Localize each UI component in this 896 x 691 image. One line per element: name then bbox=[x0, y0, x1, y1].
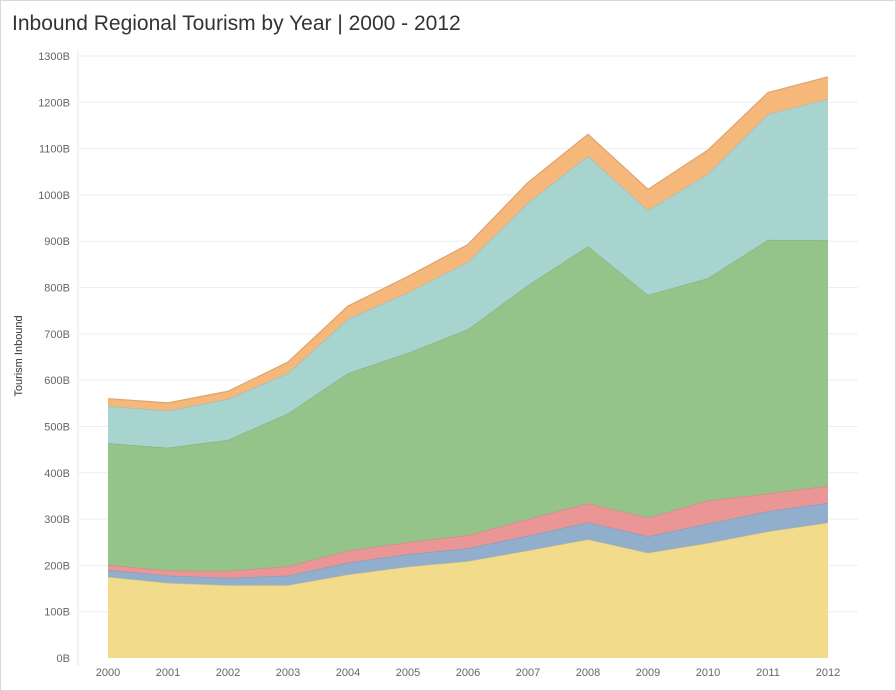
x-tick-label: 2001 bbox=[156, 667, 180, 679]
y-tick-label: 500B bbox=[44, 421, 70, 433]
area-series-5 bbox=[108, 99, 828, 448]
area-series-1 bbox=[108, 522, 828, 658]
y-tick-label: 0B bbox=[57, 653, 70, 665]
area-series bbox=[107, 76, 829, 658]
chart-title: Inbound Regional Tourism by Year | 2000 … bbox=[12, 12, 461, 35]
y-tick-label: 800B bbox=[44, 283, 70, 295]
x-tick-label: 2009 bbox=[636, 667, 660, 679]
y-tick-label: 300B bbox=[44, 514, 70, 526]
y-tick-label: 200B bbox=[44, 560, 70, 572]
x-tick-label: 2008 bbox=[576, 667, 600, 679]
y-tick-label: 700B bbox=[44, 329, 70, 341]
y-tick-label: 1200B bbox=[38, 97, 70, 109]
y-tick-label: 600B bbox=[44, 375, 70, 387]
x-tick-label: 2010 bbox=[696, 667, 720, 679]
y-axis: 0B 100B 200B 300B 400B 500B 600B 700B 800B 900B 10… bbox=[38, 51, 70, 665]
area-series-6-edge bbox=[107, 76, 829, 404]
y-tick-label: 1300B bbox=[38, 51, 70, 63]
x-tick-label: 2007 bbox=[516, 667, 540, 679]
x-axis: 2000 2001 2002 2003 2004 2005 2006 2007 2008 2009… bbox=[96, 667, 840, 679]
x-tick-label: 2004 bbox=[336, 667, 360, 679]
y-tick-label: 900B bbox=[44, 236, 70, 248]
x-tick-label: 2002 bbox=[216, 667, 240, 679]
x-tick-label: 2011 bbox=[756, 667, 780, 679]
x-tick-label: 2000 bbox=[96, 667, 120, 679]
area-series-6 bbox=[108, 76, 828, 411]
x-tick-label: 2006 bbox=[456, 667, 480, 679]
y-tick-label: 1100B bbox=[39, 144, 70, 156]
y-tick-label: 1000B bbox=[38, 190, 70, 202]
x-tick-label: 2005 bbox=[396, 667, 420, 679]
x-tick-label: 2012 bbox=[816, 667, 840, 679]
x-tick-label: 2003 bbox=[276, 667, 300, 679]
area-series-4 bbox=[108, 239, 828, 571]
y-tick-label: 400B bbox=[44, 468, 70, 480]
area-series-2 bbox=[108, 502, 828, 586]
y-tick-label: 100B bbox=[44, 607, 70, 619]
